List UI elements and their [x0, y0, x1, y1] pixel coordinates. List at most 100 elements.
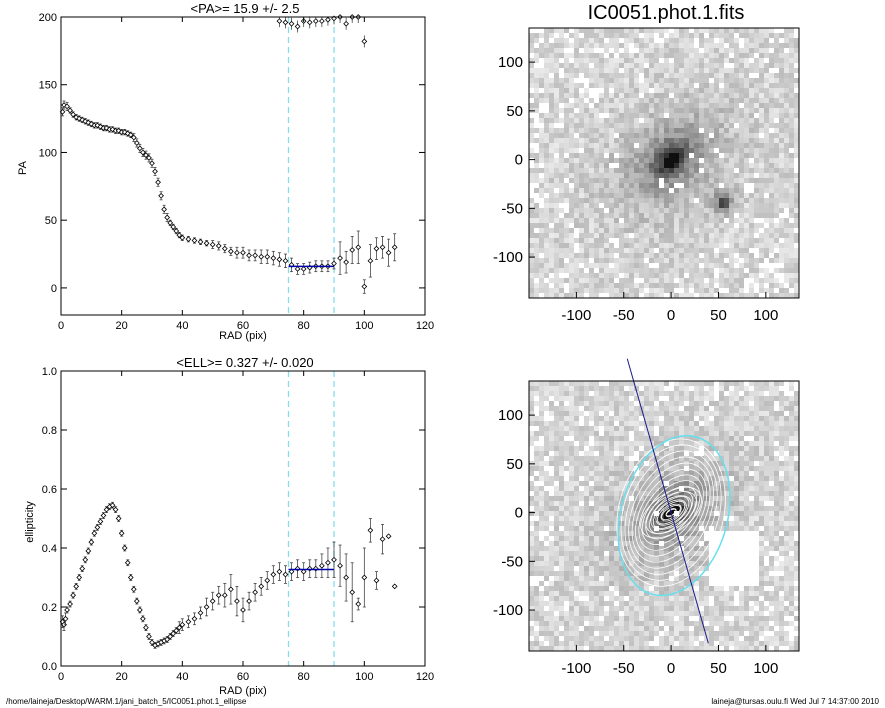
image-pixel — [559, 441, 565, 447]
image-pixel — [679, 293, 685, 299]
image-pixel — [689, 391, 695, 397]
image-pixel — [724, 123, 730, 129]
image-pixel — [694, 108, 700, 114]
image-pixel — [574, 133, 580, 139]
image-pixel — [674, 68, 680, 74]
image-pixel — [789, 28, 795, 34]
image-pixel — [554, 431, 560, 437]
image-pixel — [724, 238, 730, 244]
image-pixel — [699, 421, 705, 427]
image-pixel — [774, 416, 780, 422]
image-pixel — [544, 268, 550, 274]
image-pixel — [569, 441, 575, 447]
image-pixel — [629, 198, 635, 204]
image-pixel — [729, 38, 735, 44]
image-pixel — [779, 263, 785, 269]
image-pixel — [714, 416, 720, 422]
image-pixel — [694, 491, 700, 497]
data-point — [112, 506, 119, 513]
image-pixel — [774, 153, 780, 159]
image-pixel — [714, 293, 720, 299]
image-pixel — [754, 68, 760, 74]
image-pixel — [629, 203, 635, 209]
image-pixel — [679, 203, 685, 209]
image-pixel — [634, 441, 640, 447]
image-pixel — [539, 28, 545, 34]
image-pixel — [534, 431, 540, 437]
image-pixel — [674, 183, 680, 189]
image-pixel — [669, 391, 675, 397]
image-pixel — [779, 123, 785, 129]
image-pixel — [769, 38, 775, 44]
image-pixel — [639, 248, 645, 254]
image-pixel — [639, 43, 645, 49]
image-pixel — [534, 73, 540, 79]
image-pixel — [534, 293, 540, 299]
image-pixel — [629, 243, 635, 249]
image-pixel — [774, 411, 780, 417]
image-pixel — [574, 73, 580, 79]
image-pixel — [589, 78, 595, 84]
image-pixel — [559, 68, 565, 74]
image-pixel — [569, 386, 575, 392]
image-pixel — [564, 158, 570, 164]
x-tick-label: 0 — [58, 671, 64, 683]
image-pixel — [624, 28, 630, 34]
image-pixel — [659, 401, 665, 407]
image-pixel — [554, 203, 560, 209]
image-pixel — [744, 83, 750, 89]
image-pixel — [664, 481, 670, 487]
image-pixel — [724, 293, 730, 299]
image-pixel — [659, 83, 665, 89]
image-pixel — [609, 381, 615, 387]
image-pixel — [689, 113, 695, 119]
image-pixel — [684, 193, 690, 199]
image-pixel — [704, 213, 710, 219]
image-pixel — [669, 476, 675, 482]
image-pixel — [649, 461, 655, 467]
image-pixel — [754, 243, 760, 249]
image-pixel — [744, 396, 750, 402]
image-pixel — [774, 441, 780, 447]
image-pixel — [539, 128, 545, 134]
image-pixel — [639, 168, 645, 174]
image-pixel — [594, 148, 600, 154]
image-pixel — [609, 391, 615, 397]
image-pixel — [544, 476, 550, 482]
image-pixel — [789, 461, 795, 467]
image-pixel — [549, 223, 555, 229]
image-pixel — [749, 213, 755, 219]
image-pixel — [614, 43, 620, 49]
image-pixel — [709, 481, 715, 487]
image-pixel — [554, 461, 560, 467]
image-pixel — [669, 496, 675, 502]
data-point — [294, 266, 301, 272]
image-pixel — [744, 178, 750, 184]
image-pixel — [574, 33, 580, 39]
image-pixel — [689, 283, 695, 289]
image-pixel — [704, 168, 710, 174]
image-pixel — [779, 293, 785, 299]
image-pixel — [544, 501, 550, 507]
image-pixel — [529, 128, 535, 134]
image-pixel — [649, 63, 655, 69]
image-pixel — [724, 496, 730, 502]
image-pixel — [739, 481, 745, 487]
image-pixel — [664, 401, 670, 407]
image-pixel — [529, 158, 535, 164]
image-pixel — [674, 148, 680, 154]
image-pixel — [684, 103, 690, 109]
image-pixel — [649, 168, 655, 174]
image-pixel — [749, 83, 755, 89]
image-pixel — [719, 461, 725, 467]
data-point — [94, 524, 101, 531]
image-pixel — [634, 228, 640, 234]
image-pixel — [584, 183, 590, 189]
image-pixel — [594, 128, 600, 134]
image-pixel — [574, 411, 580, 417]
image-pixel — [584, 233, 590, 239]
image-pixel — [619, 421, 625, 427]
image-pixel — [759, 228, 765, 234]
image-pixel — [644, 263, 650, 269]
image-pixel — [754, 411, 760, 417]
